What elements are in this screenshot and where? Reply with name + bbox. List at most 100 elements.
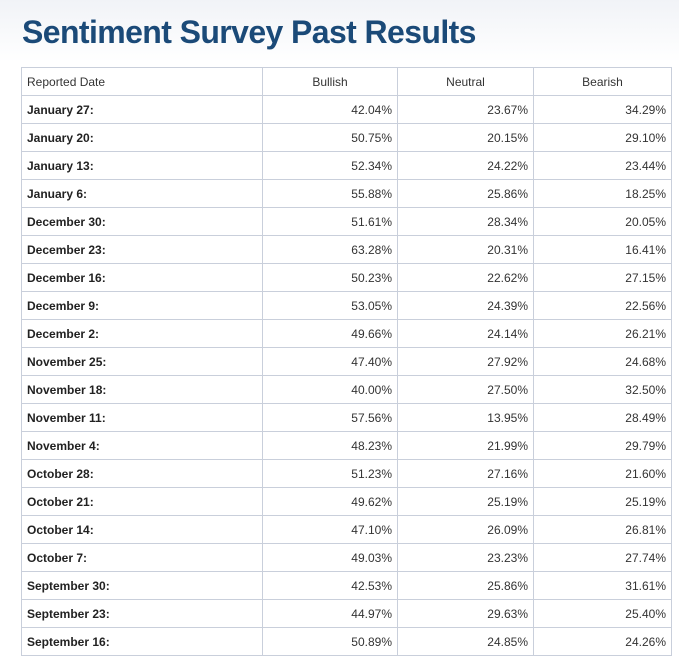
table-row: November 4: 48.23% 21.99% 29.79% xyxy=(21,431,672,460)
date-cell: October 28: xyxy=(21,459,263,488)
neutral-cell: 24.22% xyxy=(397,151,534,180)
table-row: October 21: 49.62% 25.19% 25.19% xyxy=(21,487,672,516)
header-background xyxy=(0,0,679,62)
table-row: September 16: 50.89% 24.85% 24.26% xyxy=(21,627,672,656)
neutral-cell: 20.31% xyxy=(397,235,534,264)
neutral-cell: 27.16% xyxy=(397,459,534,488)
bearish-cell: 26.21% xyxy=(533,319,672,348)
bearish-cell: 28.49% xyxy=(533,403,672,432)
table-row: September 23: 44.97% 29.63% 25.40% xyxy=(21,599,672,628)
date-cell: October 14: xyxy=(21,515,263,544)
bullish-cell: 63.28% xyxy=(262,235,398,264)
bearish-cell: 34.29% xyxy=(533,95,672,124)
bearish-cell: 24.68% xyxy=(533,347,672,376)
date-cell: September 16: xyxy=(21,627,263,656)
neutral-cell: 25.19% xyxy=(397,487,534,516)
table-row: January 27: 42.04% 23.67% 34.29% xyxy=(21,95,672,124)
neutral-cell: 28.34% xyxy=(397,207,534,236)
neutral-cell: 23.23% xyxy=(397,543,534,572)
table-row: November 18: 40.00% 27.50% 32.50% xyxy=(21,375,672,404)
date-cell: November 25: xyxy=(21,347,263,376)
bearish-cell: 18.25% xyxy=(533,179,672,208)
table-row: October 28: 51.23% 27.16% 21.60% xyxy=(21,459,672,488)
date-cell: December 16: xyxy=(21,263,263,292)
bullish-cell: 51.61% xyxy=(262,207,398,236)
table-row: October 14: 47.10% 26.09% 26.81% xyxy=(21,515,672,544)
date-cell: November 18: xyxy=(21,375,263,404)
neutral-cell: 22.62% xyxy=(397,263,534,292)
sentiment-results-table: Reported Date Bullish Neutral Bearish Ja… xyxy=(21,67,672,656)
table-row: December 23: 63.28% 20.31% 16.41% xyxy=(21,235,672,264)
bearish-cell: 23.44% xyxy=(533,151,672,180)
bearish-cell: 25.19% xyxy=(533,487,672,516)
table-row: January 13: 52.34% 24.22% 23.44% xyxy=(21,151,672,180)
table-row: December 9: 53.05% 24.39% 22.56% xyxy=(21,291,672,320)
bearish-cell: 31.61% xyxy=(533,571,672,600)
date-cell: September 23: xyxy=(21,599,263,628)
bearish-cell: 25.40% xyxy=(533,599,672,628)
bullish-cell: 40.00% xyxy=(262,375,398,404)
page-title: Sentiment Survey Past Results xyxy=(22,14,476,50)
bullish-cell: 53.05% xyxy=(262,291,398,320)
date-cell: October 21: xyxy=(21,487,263,516)
table-row: December 16: 50.23% 22.62% 27.15% xyxy=(21,263,672,292)
bullish-cell: 51.23% xyxy=(262,459,398,488)
date-cell: December 9: xyxy=(21,291,263,320)
table-row: December 2: 49.66% 24.14% 26.21% xyxy=(21,319,672,348)
table-body: January 27: 42.04% 23.67% 34.29% January 20:… xyxy=(21,95,672,656)
table-header-row: Reported Date Bullish Neutral Bearish xyxy=(21,67,672,96)
neutral-cell: 27.92% xyxy=(397,347,534,376)
neutral-cell: 25.86% xyxy=(397,571,534,600)
bullish-cell: 50.89% xyxy=(262,627,398,656)
bearish-cell: 22.56% xyxy=(533,291,672,320)
bullish-cell: 49.03% xyxy=(262,543,398,572)
table-row: November 25: 47.40% 27.92% 24.68% xyxy=(21,347,672,376)
neutral-cell: 25.86% xyxy=(397,179,534,208)
neutral-cell: 24.85% xyxy=(397,627,534,656)
date-cell: December 23: xyxy=(21,235,263,264)
bullish-cell: 50.23% xyxy=(262,263,398,292)
date-cell: October 7: xyxy=(21,543,263,572)
date-cell: January 6: xyxy=(21,179,263,208)
column-header-bullish: Bullish xyxy=(262,67,398,96)
table-row: November 11: 57.56% 13.95% 28.49% xyxy=(21,403,672,432)
bullish-cell: 42.53% xyxy=(262,571,398,600)
neutral-cell: 23.67% xyxy=(397,95,534,124)
bullish-cell: 42.04% xyxy=(262,95,398,124)
neutral-cell: 29.63% xyxy=(397,599,534,628)
bullish-cell: 55.88% xyxy=(262,179,398,208)
bullish-cell: 47.40% xyxy=(262,347,398,376)
table-row: January 6: 55.88% 25.86% 18.25% xyxy=(21,179,672,208)
bullish-cell: 48.23% xyxy=(262,431,398,460)
date-cell: November 11: xyxy=(21,403,263,432)
bearish-cell: 24.26% xyxy=(533,627,672,656)
neutral-cell: 20.15% xyxy=(397,123,534,152)
bearish-cell: 32.50% xyxy=(533,375,672,404)
bullish-cell: 49.62% xyxy=(262,487,398,516)
date-cell: January 13: xyxy=(21,151,263,180)
date-cell: September 30: xyxy=(21,571,263,600)
column-header-reported-date: Reported Date xyxy=(21,67,263,96)
date-cell: January 27: xyxy=(21,95,263,124)
neutral-cell: 27.50% xyxy=(397,375,534,404)
date-cell: November 4: xyxy=(21,431,263,460)
bearish-cell: 26.81% xyxy=(533,515,672,544)
bearish-cell: 27.74% xyxy=(533,543,672,572)
table-row: January 20: 50.75% 20.15% 29.10% xyxy=(21,123,672,152)
bearish-cell: 29.79% xyxy=(533,431,672,460)
date-cell: January 20: xyxy=(21,123,263,152)
bearish-cell: 21.60% xyxy=(533,459,672,488)
bearish-cell: 16.41% xyxy=(533,235,672,264)
bullish-cell: 44.97% xyxy=(262,599,398,628)
bullish-cell: 49.66% xyxy=(262,319,398,348)
bullish-cell: 50.75% xyxy=(262,123,398,152)
table-row: October 7: 49.03% 23.23% 27.74% xyxy=(21,543,672,572)
date-cell: December 30: xyxy=(21,207,263,236)
neutral-cell: 24.39% xyxy=(397,291,534,320)
neutral-cell: 26.09% xyxy=(397,515,534,544)
bullish-cell: 57.56% xyxy=(262,403,398,432)
column-header-bearish: Bearish xyxy=(533,67,672,96)
table-row: December 30: 51.61% 28.34% 20.05% xyxy=(21,207,672,236)
bearish-cell: 27.15% xyxy=(533,263,672,292)
bearish-cell: 29.10% xyxy=(533,123,672,152)
